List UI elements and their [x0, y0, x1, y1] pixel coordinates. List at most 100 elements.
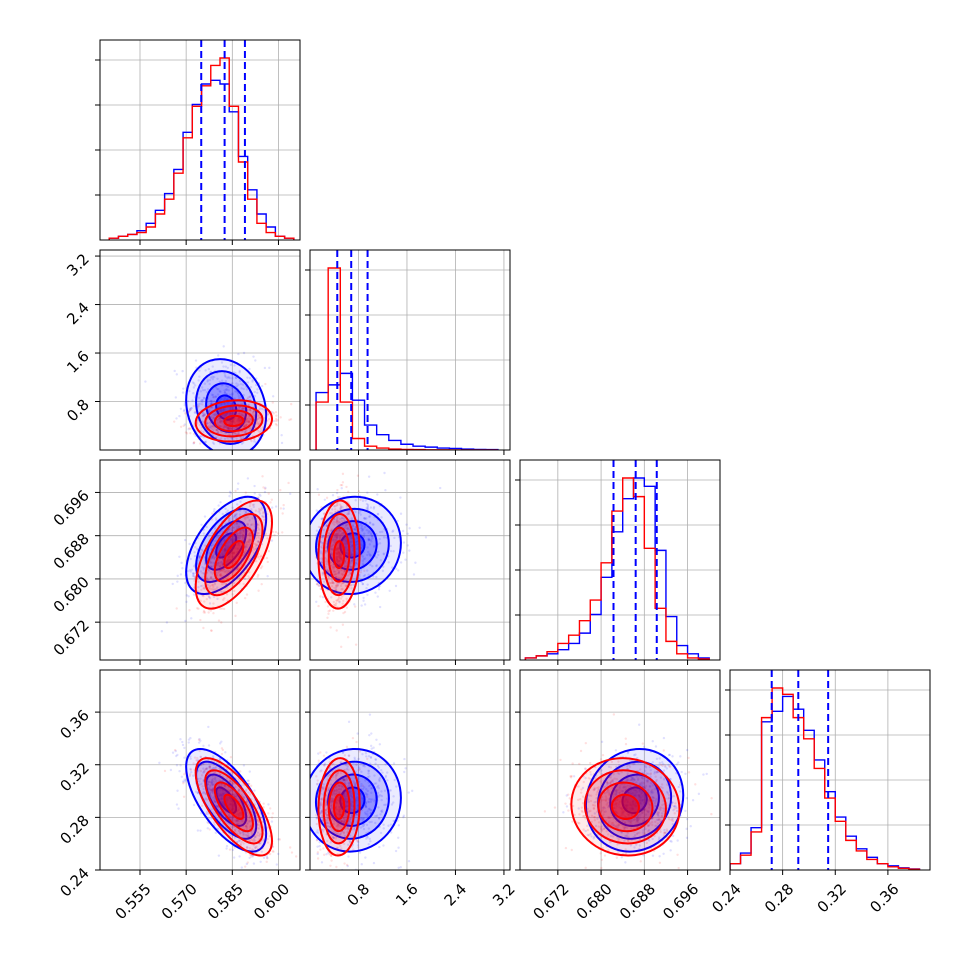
scatter-point: [174, 749, 176, 751]
scatter-point: [403, 771, 405, 773]
scatter-point: [275, 414, 277, 416]
scatter-point: [358, 490, 360, 492]
scatter-point: [210, 629, 212, 631]
scatter-point: [170, 769, 172, 771]
scatter-point: [315, 509, 317, 511]
scatter-point: [362, 597, 364, 599]
scatter-point: [188, 543, 190, 545]
scatter-point: [197, 829, 199, 831]
scatter-point: [261, 475, 263, 477]
scatter-point: [332, 494, 334, 496]
scatter-point: [264, 491, 266, 493]
scatter-point: [239, 770, 241, 772]
scatter-point: [266, 557, 268, 559]
scatter-point: [186, 594, 188, 596]
y-tick-label: 2.4: [63, 299, 93, 329]
scatter-point: [399, 496, 401, 498]
scatter-point: [246, 593, 248, 595]
scatter-point: [217, 504, 219, 506]
scatter-point: [185, 601, 187, 603]
scatter-point: [180, 426, 182, 428]
scatter-point: [245, 491, 247, 493]
scatter-point: [253, 862, 255, 864]
scatter-point: [277, 419, 279, 421]
scatter-point: [181, 776, 183, 778]
scatter-point: [250, 856, 252, 858]
scatter-point: [360, 604, 362, 606]
scatter-point: [279, 416, 281, 418]
scatter-point: [189, 737, 191, 739]
scatter-point: [238, 873, 240, 875]
scatter-point: [390, 873, 392, 875]
scatter-point: [324, 499, 326, 501]
scatter-point: [342, 624, 344, 626]
scatter-point: [271, 506, 273, 508]
scatter-point: [176, 790, 178, 792]
scatter-point: [289, 493, 291, 495]
scatter-point: [337, 496, 339, 498]
scatter-point: [264, 367, 266, 369]
scatter-point: [408, 527, 410, 529]
panel-0-0: [95, 40, 300, 245]
scatter-point: [288, 419, 290, 421]
scatter-point: [282, 507, 284, 509]
scatter-point: [208, 744, 210, 746]
scatter-point: [183, 773, 185, 775]
scatter-point: [400, 561, 402, 563]
scatter-point: [228, 495, 230, 497]
scatter-point: [259, 495, 261, 497]
scatter-point: [330, 871, 332, 873]
scatter-point: [407, 544, 409, 546]
scatter-point: [318, 845, 320, 847]
scatter-point: [218, 619, 220, 621]
scatter-point: [244, 597, 246, 599]
panel-1-1: [305, 250, 510, 455]
y-tick-label: 0.688: [50, 530, 93, 573]
scatter-point: [253, 485, 255, 487]
scatter-point: [175, 417, 177, 419]
y-tick-label: 0.24: [56, 864, 92, 900]
scatter-point: [348, 721, 350, 723]
scatter-point: [277, 853, 279, 855]
scatter-point: [180, 562, 182, 564]
scatter-point: [219, 742, 221, 744]
scatter-point: [377, 595, 379, 597]
scatter-point: [374, 592, 376, 594]
scatter-point: [325, 853, 327, 855]
scatter-point: [264, 383, 266, 385]
scatter-point: [195, 359, 197, 361]
scatter-point: [402, 530, 404, 532]
scatter-point: [241, 866, 243, 868]
scatter-point: [324, 601, 326, 603]
scatter-point: [266, 575, 268, 577]
scatter-point: [213, 508, 215, 510]
scatter-point: [375, 739, 377, 741]
scatter-point: [332, 609, 334, 611]
scatter-point: [379, 606, 381, 608]
scatter-point: [190, 617, 192, 619]
y-tick-label: 0.28: [56, 811, 92, 847]
scatter-point: [250, 785, 252, 787]
y-tick-label: 0.680: [50, 573, 93, 616]
scatter-point: [287, 482, 289, 484]
scatter-point: [272, 401, 274, 403]
scatter-point: [269, 807, 271, 809]
scatter-point: [388, 590, 390, 592]
scatter-point: [369, 713, 371, 715]
scatter-point: [329, 865, 331, 867]
scatter-point: [183, 409, 185, 411]
scatter-point: [172, 583, 174, 585]
scatter-point: [184, 412, 186, 414]
scatter-point: [273, 412, 275, 414]
scatter-point: [295, 855, 297, 857]
scatter-point: [413, 573, 415, 575]
scatter-point: [408, 791, 410, 793]
scatter-point: [266, 855, 268, 857]
scatter-point: [272, 395, 274, 397]
scatter-point: [418, 527, 420, 529]
scatter-point: [379, 743, 381, 745]
scatter-point: [397, 569, 399, 571]
scatter-point: [246, 779, 248, 781]
